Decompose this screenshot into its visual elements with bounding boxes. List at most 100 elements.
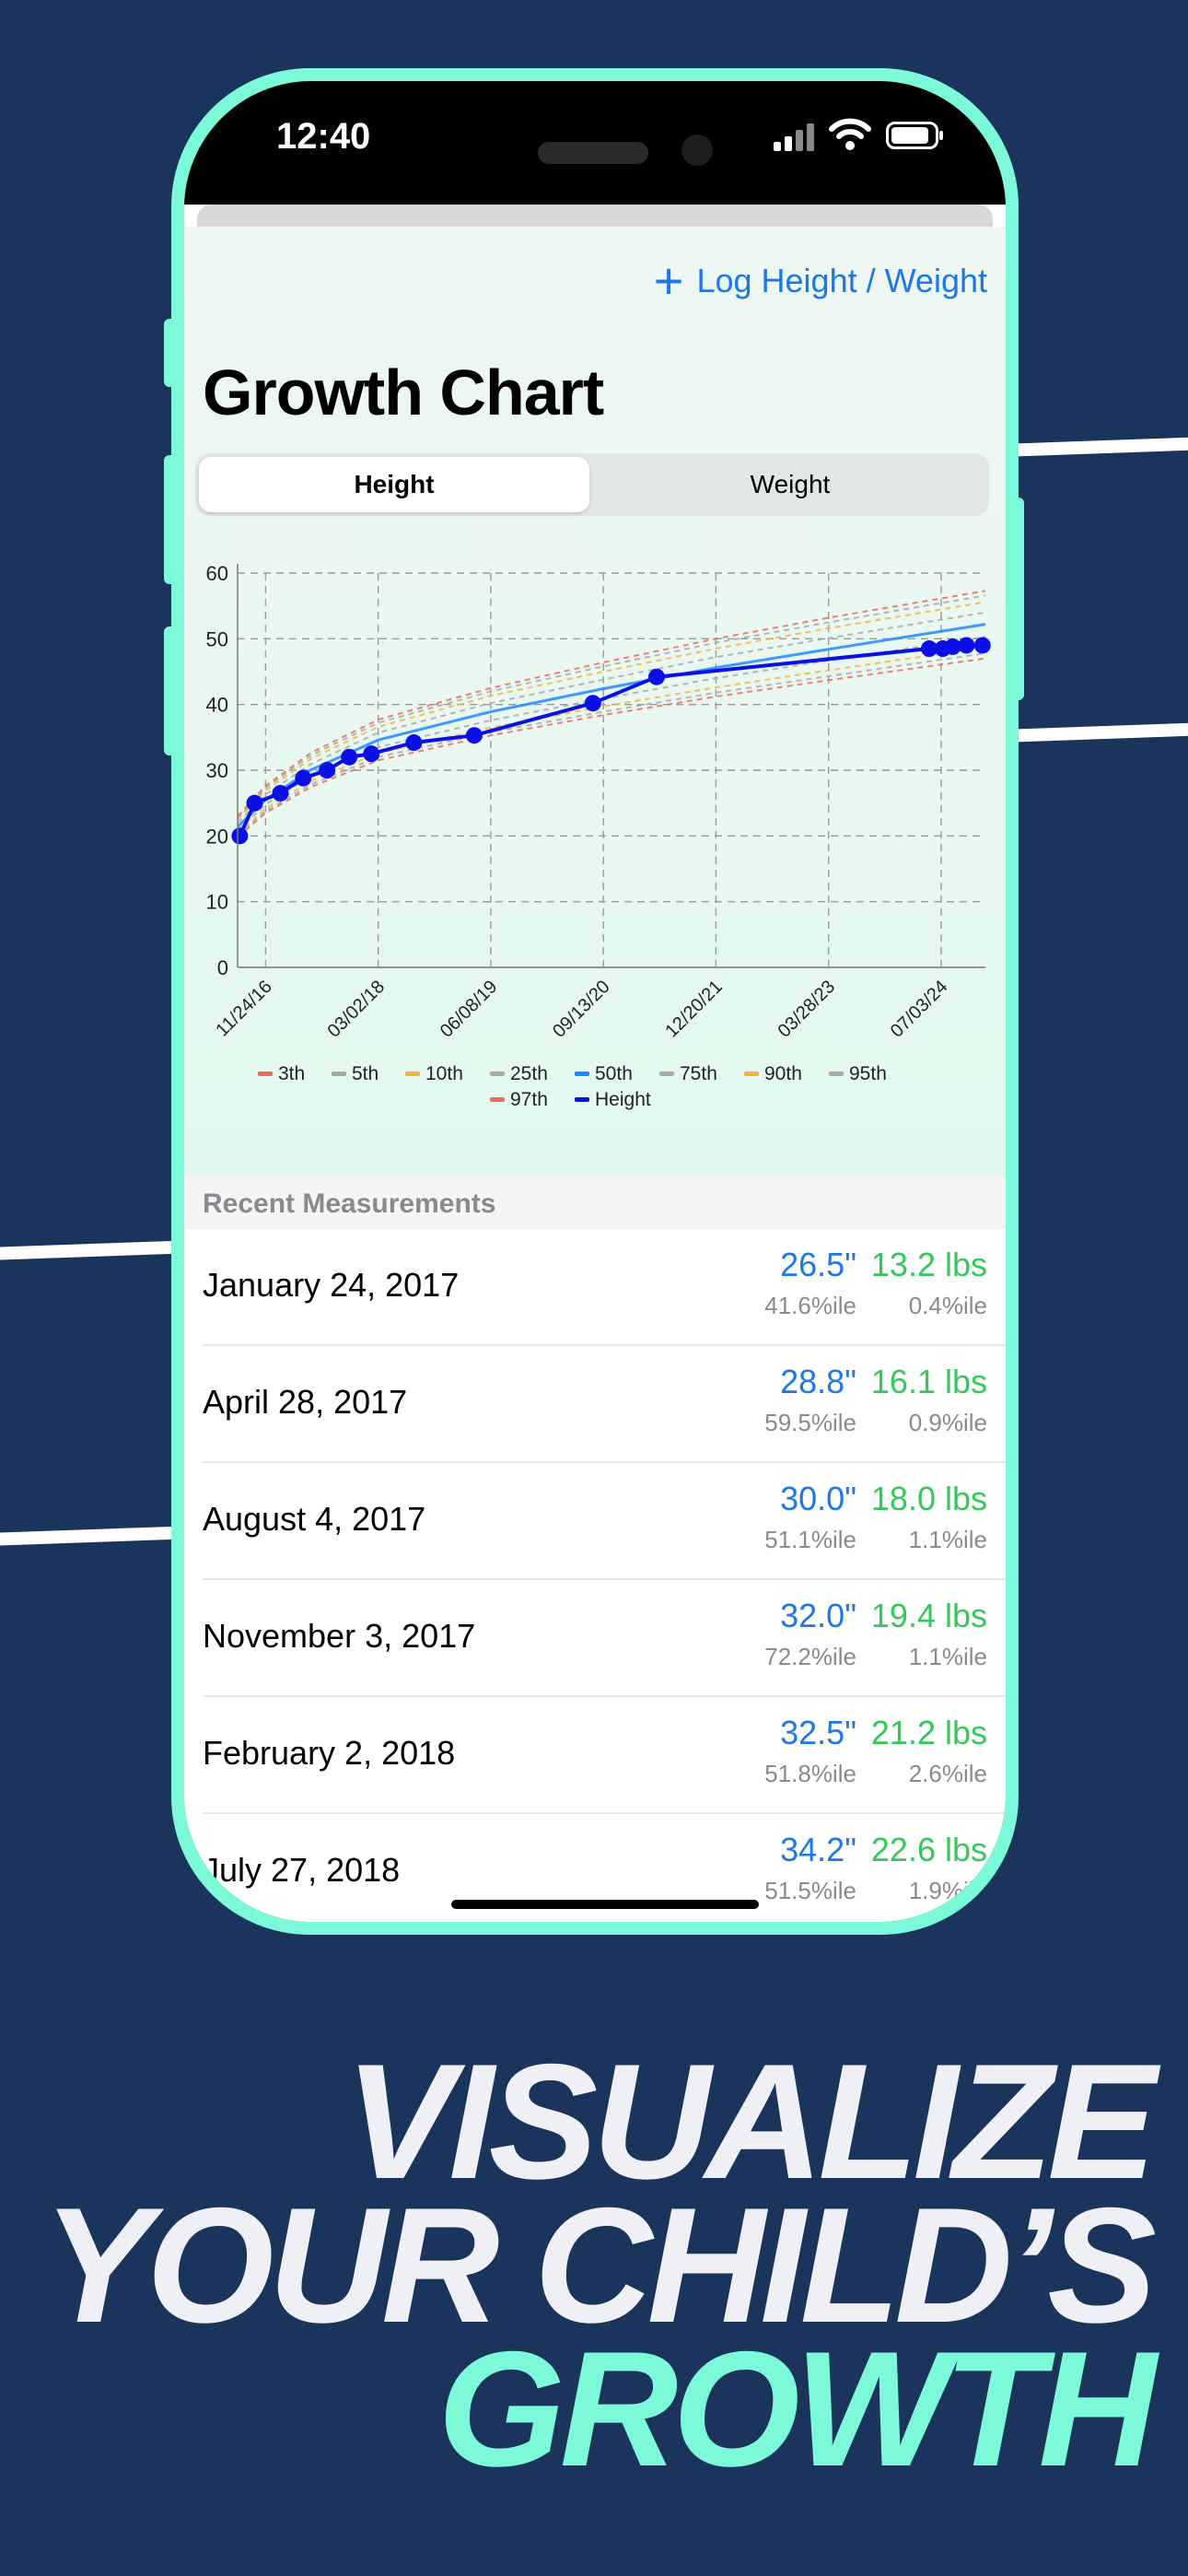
height-percentile: 41.6%ile: [764, 1292, 856, 1319]
decor-stripe: [994, 436, 1188, 458]
x-tick-label: 09/13/20: [549, 977, 614, 1042]
measurement-weight: 21.2 lbs: [870, 1714, 987, 1751]
legend-label-10th: 10th: [425, 1063, 463, 1084]
measurement-date: January 24, 2017: [203, 1266, 460, 1304]
height-data-point: [584, 695, 601, 712]
y-tick-label: 10: [206, 891, 228, 914]
modal-sheet: + Log Height / Weight Growth Chart Heigh…: [184, 205, 1006, 1922]
phone-frame: 12:40: [171, 68, 1019, 1935]
segment-weight[interactable]: Weight: [750, 470, 831, 498]
percentile-line-97th: [237, 590, 986, 817]
measurement-height: 34.2": [780, 1831, 856, 1868]
legend-label-25th: 25th: [510, 1063, 548, 1084]
y-tick-label: 20: [206, 825, 228, 848]
legend-swatch-10th: [405, 1071, 420, 1076]
percentile-line-3th: [237, 657, 986, 838]
height-data-point: [246, 794, 263, 812]
chart-legend: 3th 5th 10th 25th 50th 75th 90th 95th 97th Height: [258, 1063, 887, 1110]
legend-label-75th: 75th: [680, 1063, 717, 1084]
measurement-row[interactable]: January 24, 2017 26.5" 13.2 lbs 41.6%ile…: [184, 1229, 1006, 1346]
measurement-weight: 22.6 lbs: [870, 1831, 987, 1868]
measurement-weight: 16.1 lbs: [870, 1363, 987, 1400]
measurement-date: February 2, 2018: [203, 1734, 456, 1772]
legend-swatch-25th: [490, 1071, 505, 1076]
app-screen: 12:40: [184, 81, 1006, 1922]
measurement-height: 32.5": [780, 1714, 856, 1751]
measurement-date: August 4, 2017: [203, 1500, 426, 1538]
y-tick-label: 50: [206, 627, 228, 650]
status-bar: 12:40: [184, 81, 1006, 217]
legend-swatch-95th: [829, 1071, 844, 1076]
weight-percentile: 1.1%ile: [908, 1526, 987, 1553]
legend-swatch-97th: [490, 1097, 505, 1102]
legend-swatch-75th: [659, 1071, 674, 1076]
weight-percentile: 1.1%ile: [908, 1643, 987, 1670]
x-tick-label: 03/02/18: [324, 977, 390, 1042]
legend-label-Height: Height: [595, 1089, 651, 1110]
measurement-height: 30.0": [780, 1480, 856, 1517]
legend-label-3th: 3th: [278, 1063, 305, 1084]
battery-icon: [886, 122, 943, 149]
sheet-behind-card: [197, 205, 993, 227]
height-data-point: [921, 640, 938, 658]
signal-icon: [774, 123, 814, 151]
measurement-weight: 13.2 lbs: [870, 1246, 987, 1283]
phone-bezel: 12:40: [184, 81, 1006, 1922]
chart-axes: 0 10 20 30 40 50 60 11/24/16 03/02/18 06/08/19 09/…: [206, 562, 985, 1042]
measurement-row[interactable]: February 2, 2018 32.5" 21.2 lbs 51.8%ile…: [184, 1697, 1006, 1814]
x-tick-label: 12/20/21: [661, 977, 727, 1042]
height-data-point: [363, 745, 380, 763]
tagline-line-2: YOUR CHILD’S: [42, 2173, 1157, 2357]
height-data-point: [319, 762, 336, 779]
measurement-row[interactable]: April 28, 2017 28.8" 16.1 lbs 59.5%ile 0…: [184, 1346, 1006, 1463]
height-data-point: [295, 769, 312, 787]
home-indicator[interactable]: [451, 1900, 759, 1909]
height-data-point: [944, 638, 961, 655]
legend-swatch-5th: [332, 1071, 346, 1076]
recent-measurements-header: Recent Measurements: [184, 1176, 1006, 1229]
legend-label-90th: 90th: [764, 1063, 802, 1084]
legend-swatch-Height: [575, 1097, 589, 1102]
camera: [681, 135, 713, 166]
measurement-height: 32.0": [780, 1597, 856, 1634]
measurement-row[interactable]: November 3, 2017 32.0" 19.4 lbs 72.2%ile…: [184, 1580, 1006, 1697]
x-tick-label: 07/03/24: [887, 977, 952, 1042]
legend-label-95th: 95th: [849, 1063, 887, 1084]
dynamic-island: [538, 142, 648, 164]
height-data-point: [958, 637, 975, 654]
legend-label-50th: 50th: [595, 1063, 633, 1084]
x-tick-label: 03/28/23: [775, 977, 840, 1042]
log-height-weight-button[interactable]: + Log Height / Weight: [653, 252, 987, 310]
measurement-date: July 27, 2018: [203, 1851, 401, 1889]
chart-grid: [238, 572, 985, 967]
y-tick-label: 40: [206, 694, 228, 717]
tagline-line-1: VISUALIZE: [344, 2030, 1157, 2213]
height-data-point: [231, 827, 249, 845]
decor-stripe: [994, 721, 1188, 744]
segment-height[interactable]: Height: [199, 457, 589, 512]
legend-swatch-90th: [744, 1071, 759, 1076]
y-tick-label: 30: [206, 759, 228, 782]
weight-percentile: 0.9%ile: [908, 1409, 987, 1436]
y-tick-label: 60: [206, 562, 228, 585]
height-data-point: [647, 668, 665, 685]
metric-segmented-control: Height Weight: [195, 453, 989, 516]
tagline-line-3: GROWTH: [437, 2317, 1157, 2500]
status-time: 12:40: [276, 116, 371, 157]
height-data-point: [405, 734, 423, 752]
height-percentile: 51.5%ile: [764, 1877, 856, 1904]
y-tick-label: 0: [217, 956, 228, 979]
legend-label-97th: 97th: [510, 1089, 548, 1110]
chart-section: + Log Height / Weight Growth Chart Heigh…: [184, 227, 1006, 1176]
measurement-row[interactable]: August 4, 2017 30.0" 18.0 lbs 51.1%ile 1…: [184, 1463, 1006, 1580]
plus-icon: +: [653, 252, 684, 310]
growth-chart: 0 10 20 30 40 50 60 11/24/16 03/02/18 06/08/19 09/…: [206, 562, 991, 1110]
height-data-point: [465, 727, 483, 744]
weight-percentile: 1.9%ile: [908, 1877, 987, 1904]
weight-percentile: 0.4%ile: [908, 1292, 987, 1319]
percentile-line-90th: [237, 601, 986, 821]
measurements-list: January 24, 2017 26.5" 13.2 lbs 41.6%ile…: [184, 1229, 1006, 1922]
page-title: Growth Chart: [203, 357, 604, 428]
height-percentile: 51.8%ile: [764, 1760, 856, 1787]
x-tick-label: 06/08/19: [437, 977, 502, 1042]
